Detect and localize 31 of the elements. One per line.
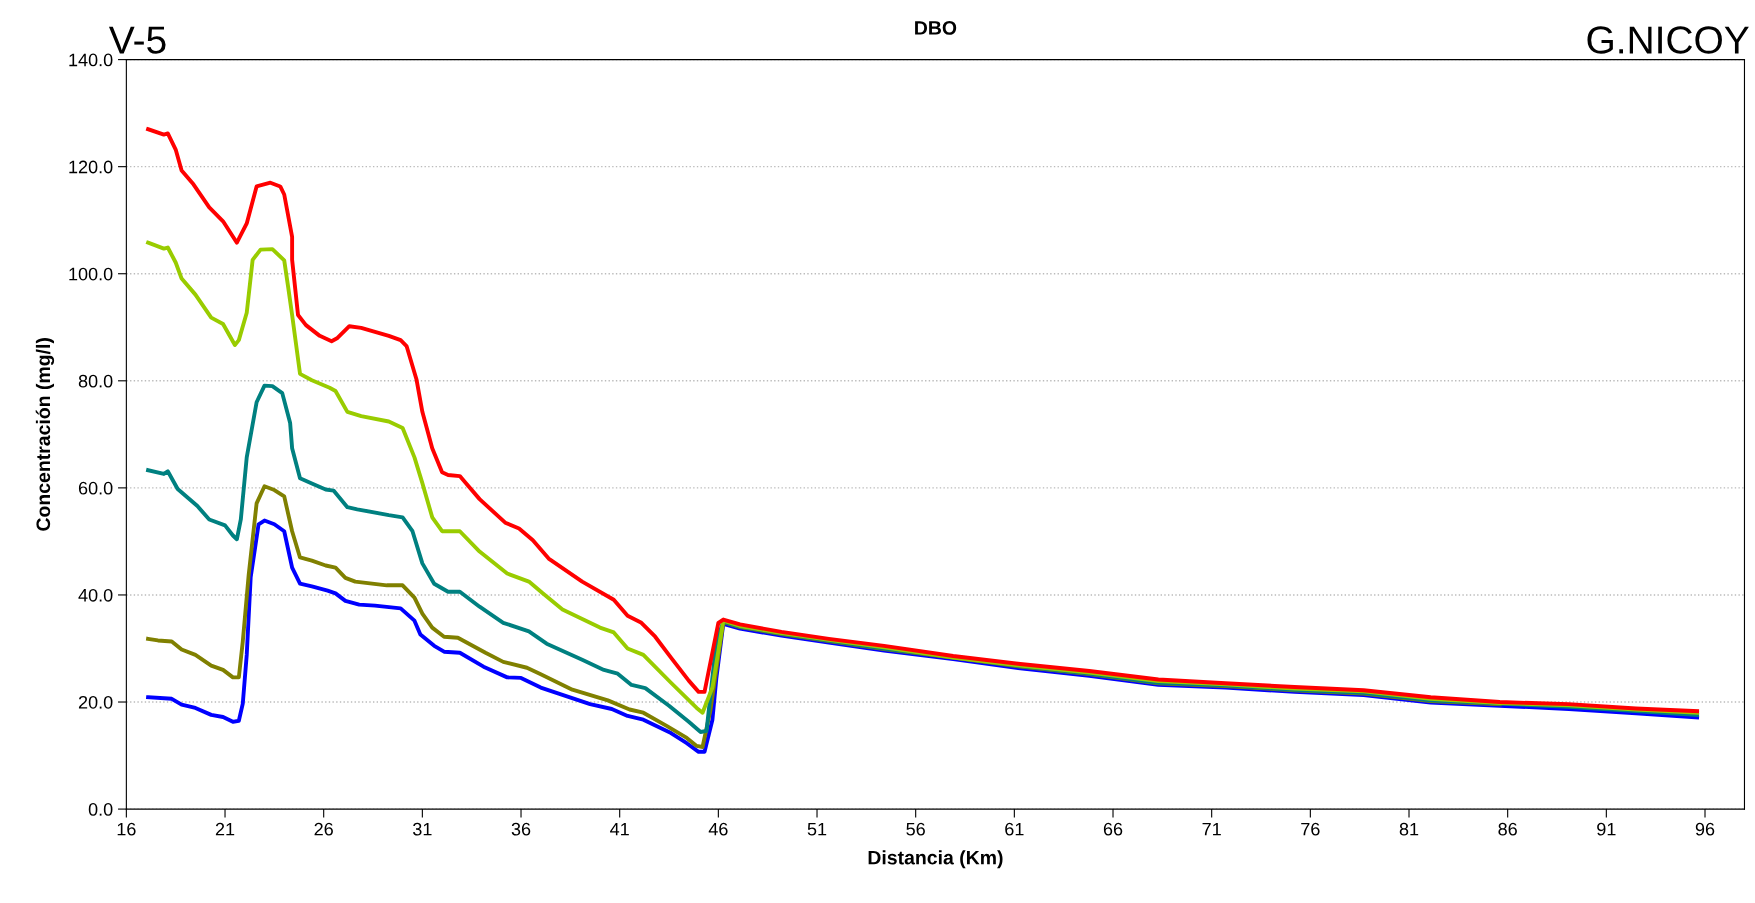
x-tick-label: 76: [1301, 822, 1320, 836]
chart-title: DBO: [915, 21, 957, 35]
y-tick-label: 100.0: [69, 267, 113, 281]
y-tick-label: 40.0: [78, 588, 113, 602]
y-tick-label: 0.0: [88, 803, 113, 816]
x-tick-label: 96: [1695, 822, 1715, 836]
x-tick-label: 66: [1103, 822, 1123, 836]
x-tick-label: 36: [511, 822, 531, 836]
x-tick-label: 26: [314, 822, 333, 836]
text: G.NICOY: [1587, 26, 1749, 54]
x-tick-label: 81: [1399, 822, 1419, 836]
y-tick-label: 60.0: [78, 481, 113, 495]
y-axis-title: Concentración (mg/l): [35, 338, 55, 531]
text: V-5: [108, 26, 166, 54]
x-tick-label: 71: [1202, 822, 1221, 836]
x-tick-label: 41: [610, 822, 629, 836]
x-tick-label: 51: [807, 822, 827, 836]
x-tick-label: 46: [708, 822, 728, 836]
y-tick-label: 80.0: [78, 374, 113, 388]
x-tick-label: 21: [215, 822, 235, 836]
x-tick-label: 31: [413, 822, 432, 836]
y-tick-label: 120.0: [69, 160, 113, 174]
x-tick-label: 61: [1005, 822, 1024, 836]
x-tick-label: 91: [1597, 822, 1616, 836]
line-series: [146, 127, 1700, 714]
x-axis-title: Distancia (Km): [868, 850, 1003, 869]
x-tick-label: 56: [906, 822, 925, 836]
y-tick-label: 20.0: [78, 695, 113, 709]
x-tick-label: 16: [117, 822, 136, 836]
y-tick-label: 140.0: [69, 53, 113, 67]
x-tick-label: 86: [1498, 822, 1517, 836]
